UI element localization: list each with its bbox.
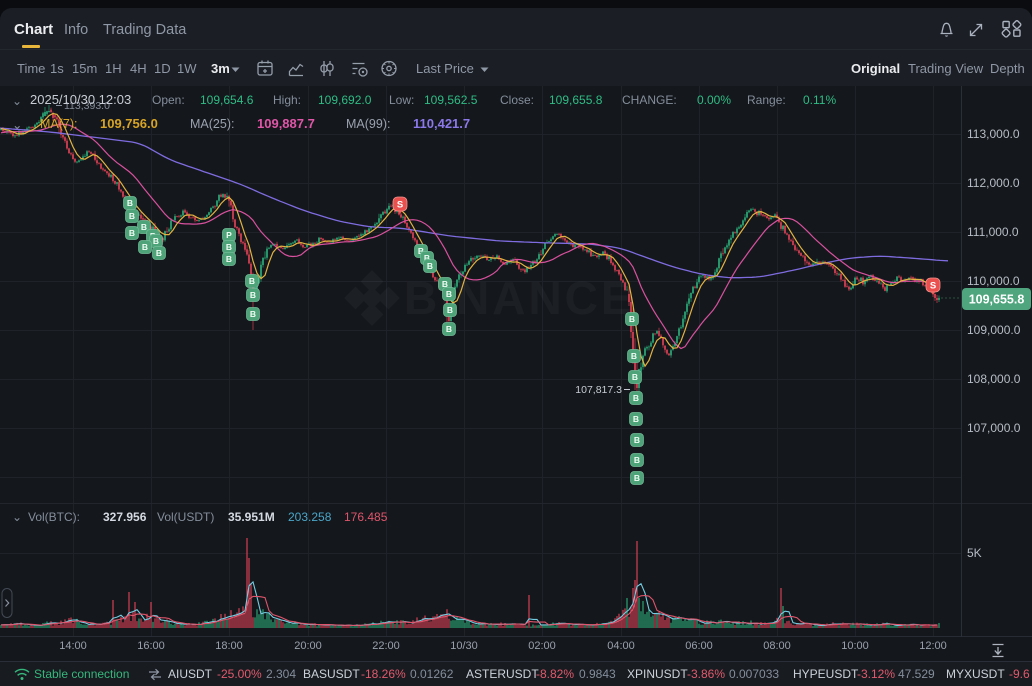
svg-text:10/30: 10/30 (450, 640, 478, 652)
svg-text:110,421.7: 110,421.7 (413, 116, 470, 131)
svg-text:B: B (447, 305, 453, 315)
svg-text:S: S (930, 281, 936, 292)
svg-text:B: B (634, 455, 640, 465)
svg-text:B: B (632, 372, 638, 382)
svg-text:176.485: 176.485 (344, 510, 388, 524)
svg-text:B: B (250, 309, 256, 319)
svg-text:MA(99):: MA(99): (346, 117, 390, 131)
svg-text:P: P (226, 230, 232, 240)
svg-text:Range:: Range: (747, 93, 786, 107)
svg-text:12:00: 12:00 (919, 640, 947, 652)
svg-text:327.956: 327.956 (103, 510, 147, 524)
svg-text:109,655.8: 109,655.8 (969, 293, 1025, 307)
svg-text:B: B (249, 276, 255, 286)
svg-text:MA(25):: MA(25): (190, 117, 234, 131)
svg-text:0.11%: 0.11% (803, 93, 836, 107)
svg-text:35.951M: 35.951M (228, 510, 275, 524)
svg-text:2025/10/30 12:03: 2025/10/30 12:03 (30, 92, 131, 107)
svg-text:B: B (634, 435, 640, 445)
svg-text:109,655.8: 109,655.8 (549, 93, 603, 107)
svg-text:16:00: 16:00 (137, 640, 165, 652)
svg-text:B: B (142, 242, 148, 252)
svg-text:109,562.5: 109,562.5 (424, 93, 478, 107)
svg-text:108,000.0: 108,000.0 (967, 372, 1021, 386)
svg-text:112,000.0: 112,000.0 (967, 176, 1020, 190)
svg-text:111,000.0: 111,000.0 (967, 225, 1019, 239)
svg-text:B: B (634, 473, 640, 483)
svg-text:18:00: 18:00 (215, 640, 243, 652)
svg-text:08:00: 08:00 (763, 640, 791, 652)
svg-text:B: B (141, 222, 147, 232)
svg-text:0.00%: 0.00% (697, 93, 731, 107)
svg-text:B: B (129, 211, 135, 221)
svg-text:B: B (250, 290, 256, 300)
svg-text:Vol(BTC):: Vol(BTC): (28, 510, 80, 524)
svg-text:⌄: ⌄ (12, 94, 22, 108)
svg-text:110,000.0: 110,000.0 (967, 274, 1020, 288)
svg-text:B: B (156, 248, 162, 258)
svg-text:B: B (153, 236, 159, 246)
svg-text:B: B (418, 246, 424, 256)
svg-text:B: B (446, 289, 452, 299)
svg-text:⌄: ⌄ (12, 510, 22, 524)
svg-text:Open:: Open: (152, 93, 185, 107)
svg-text:B: B (129, 228, 135, 238)
svg-text:107,000.0: 107,000.0 (967, 421, 1021, 435)
svg-text:CHANGE:: CHANGE: (622, 93, 677, 107)
svg-text:109,654.6: 109,654.6 (200, 93, 254, 107)
svg-text:109,756.0: 109,756.0 (100, 116, 158, 131)
svg-text:Low:: Low: (389, 93, 414, 107)
svg-text:107,817.3: 107,817.3 (575, 384, 622, 396)
svg-text:B: B (226, 242, 232, 252)
svg-text:Close:: Close: (500, 93, 534, 107)
svg-text:22:00: 22:00 (372, 640, 400, 652)
svg-text:113,000.0: 113,000.0 (967, 127, 1020, 141)
svg-text:S: S (397, 200, 403, 211)
svg-text:B: B (127, 198, 133, 208)
svg-text:10:00: 10:00 (841, 640, 869, 652)
svg-text:5K: 5K (967, 546, 982, 560)
svg-text:04:00: 04:00 (607, 640, 635, 652)
svg-text:MA(7):: MA(7): (40, 117, 78, 131)
svg-text:B: B (629, 314, 635, 324)
svg-text:B: B (633, 393, 639, 403)
svg-text:109,692.0: 109,692.0 (318, 93, 372, 107)
svg-text:B: B (442, 279, 448, 289)
svg-text:B: B (424, 253, 430, 263)
svg-text:B: B (633, 414, 639, 424)
svg-text:Vol(USDT): Vol(USDT) (157, 510, 214, 524)
svg-text:06:00: 06:00 (685, 640, 713, 652)
svg-text:B: B (446, 324, 452, 334)
svg-text:02:00: 02:00 (528, 640, 556, 652)
svg-text:20:00: 20:00 (294, 640, 322, 652)
svg-text:113,393.0: 113,393.0 (64, 100, 110, 112)
svg-text:14:00: 14:00 (59, 640, 87, 652)
svg-text:⌄: ⌄ (12, 118, 22, 132)
svg-text:109,887.7: 109,887.7 (257, 116, 315, 131)
svg-text:B: B (427, 261, 433, 271)
svg-text:203.258: 203.258 (288, 510, 332, 524)
svg-text:B: B (631, 351, 637, 361)
svg-text:B: B (226, 254, 232, 264)
svg-text:109,000.0: 109,000.0 (967, 323, 1021, 337)
svg-text:High:: High: (273, 93, 301, 107)
